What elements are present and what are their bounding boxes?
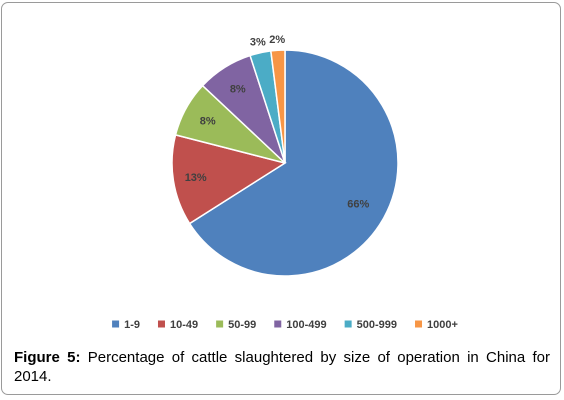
pie-chart: 66% 13% 8% 8% 3% 2% 1-9 10-49 50-99 100-499 500-9… <box>112 34 458 331</box>
pie-slice-10-49 <box>171 133 287 225</box>
legend-item-10-49: 10-49 <box>157 319 198 331</box>
legend-label: 10-49 <box>170 319 198 331</box>
legend-label: 500-999 <box>357 319 397 331</box>
data-label-1-9: 66% <box>347 198 369 210</box>
data-label-50-99: 8% <box>200 116 216 128</box>
legend-item-1-9: 1-9 <box>112 319 140 331</box>
legend-swatch <box>344 320 352 328</box>
caption-text: Percentage of cattle slaughtered by size… <box>14 349 551 385</box>
pie-slices <box>171 49 399 277</box>
caption-label: Figure 5: <box>14 349 81 366</box>
legend-item-1000+: 1000+ <box>415 319 458 331</box>
figure-caption: Figure 5: Percentage of cattle slaughter… <box>14 348 550 386</box>
data-label-10-49: 13% <box>185 172 207 184</box>
pie-slice-1000+ <box>269 49 286 164</box>
data-label-500-999: 3% <box>250 37 266 49</box>
chart-legend: 1-9 10-49 50-99 100-499 500-999 1000+ <box>112 319 458 331</box>
legend-label: 50-99 <box>228 319 256 331</box>
pie-data-labels: 66% 13% 8% 8% 3% 2% <box>185 34 370 210</box>
legend-label: 1-9 <box>124 319 140 331</box>
legend-item-500-999: 500-999 <box>344 319 397 331</box>
legend-swatch <box>274 320 282 328</box>
legend-swatch <box>216 320 224 328</box>
data-label-1000+: 2% <box>269 34 285 46</box>
pie-slice-1-9 <box>188 49 399 277</box>
legend-swatch <box>157 320 165 328</box>
legend-item-100-499: 100-499 <box>274 319 327 331</box>
legend-label: 100-499 <box>286 319 326 331</box>
data-label-100-499: 8% <box>230 84 246 96</box>
legend-label: 1000+ <box>427 319 458 331</box>
legend-swatch <box>415 320 423 328</box>
legend-item-50-99: 50-99 <box>216 319 256 331</box>
legend-swatch <box>112 320 120 328</box>
